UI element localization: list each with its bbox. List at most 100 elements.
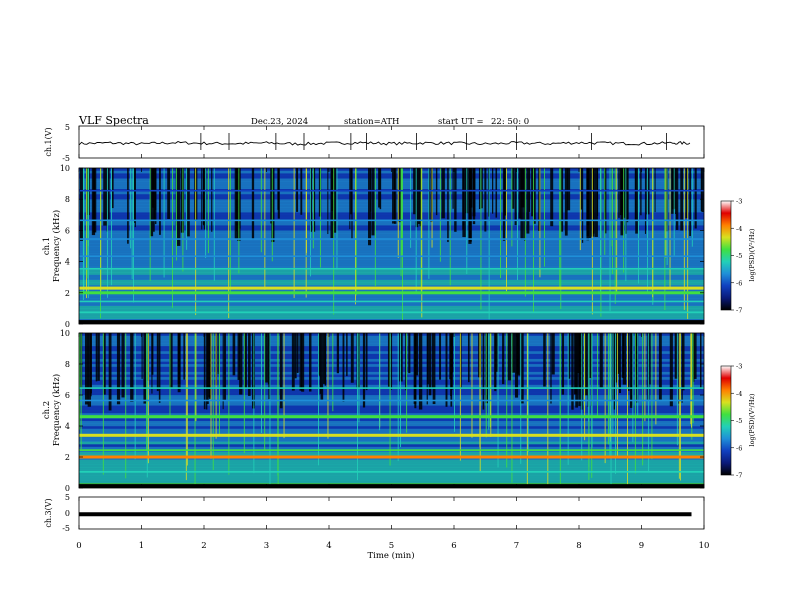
spectrogram-dark-column [331,168,334,211]
spectrogram-row [79,305,704,309]
spectrogram-dark-column [514,168,517,226]
spectrogram-row [79,308,704,312]
ch1-frequency-label: Frequency (kHz) [51,210,62,282]
spectrogram-dark-column [431,333,433,389]
spectrogram-sferic [679,333,681,481]
spectrogram-sferic [614,168,616,304]
spectrogram-dark-column [211,168,213,232]
spectrogram-dark-column [270,168,273,224]
spectrogram-dark-column [97,333,100,381]
spectrogram-row [79,282,704,286]
spectrogram-dark-column [237,333,240,380]
time-tick-label: 9 [639,541,644,551]
spectrogram-sferic [80,333,82,450]
spectrogram-sferic [212,333,214,471]
start-ut-label: start UT = [438,117,484,127]
colorbar-tick-label: -4 [736,225,742,233]
spectrogram-sferic [648,333,650,472]
ch1-ytick-top: 5 [65,123,70,132]
spectrogram-dark-column [202,168,205,225]
spectrogram-dark-column [622,168,626,218]
spectrogram-dark-column [503,168,507,216]
spectrogram-dark-column [251,168,255,240]
spectrogram-dark-column [159,168,161,235]
spectrogram-row [79,261,704,265]
spectrogram-dark-column [454,168,457,232]
freq-tick-label: 8 [65,360,70,369]
spectrogram-sferic [106,168,108,298]
spectrogram-sferic [687,168,689,320]
spectrogram-row [79,191,704,195]
spectrogram-sferic [134,333,136,460]
spectrogram-row [79,212,704,215]
spectrogram-row [79,402,704,406]
spectrogram-dark-column [153,168,156,222]
spectrogram-dark-column [681,333,683,403]
ch2-spectrogram-image [79,333,704,488]
spectrogram-dark-column [371,168,375,236]
spectrogram-sferic [400,333,401,448]
freq-tick-label: 8 [65,195,70,204]
spectrogram-sferic [652,168,654,298]
spectrogram-dark-column [239,333,243,395]
freq-tick-label: 0 [65,484,70,493]
spectrogram-sferic [567,333,569,465]
spectrogram-dark-column [103,333,106,395]
spectrogram-row [79,407,704,411]
spectrogram-dark-column [108,333,112,411]
spectrogram-dark-column [511,168,515,209]
spectrogram-sferic [146,333,148,478]
spectrogram-dark-column [635,333,638,388]
spectrogram-sferic [591,168,593,315]
spectrogram-sferic [402,168,403,322]
spectrogram-sferic [397,333,399,462]
spectrogram-row [79,194,704,197]
ch3-ytick-mid: 0 [65,509,70,518]
spectrogram-dark-column [484,168,487,232]
spectrogram-sferic [318,333,319,466]
spectrogram-dark-column [538,168,541,231]
spectrogram-dark-column [551,333,555,375]
spectrogram-row [79,220,704,223]
spectrogram-dark-column [180,168,184,233]
spectrogram-sferic [319,168,321,268]
spectrogram-dark-column [277,168,280,210]
spectrogram-sferic [488,333,490,430]
spectrogram-sferic [207,168,209,254]
spectrogram-sferic [130,168,132,249]
spectrogram-dark-column [578,333,582,388]
spectrogram-dark-column [186,168,190,237]
spectrogram-dark-column [478,168,481,210]
spectrogram-dark-column [248,333,251,396]
spectrogram-dark-column [445,333,448,407]
spectrogram-row [79,418,704,422]
spectrogram-sferic [195,333,197,422]
spectrogram-dark-column [658,333,662,400]
spectrogram-row [79,313,704,317]
spectrogram-dark-column [418,333,423,410]
spectrogram-sferic [609,333,611,458]
spectrogram-sferic [488,168,490,320]
spectrogram-row [79,199,704,202]
spectrogram-sferic [271,168,273,262]
ch1-colorbar-ticks: -3 -4 -5 -6 -7 [731,198,742,315]
spectrogram-dark-column [516,333,520,374]
spectrogram-sferic [169,333,171,417]
spectrogram-sferic [355,168,357,296]
spectrogram-sferic [637,333,639,417]
spectrogram-sferic [186,168,188,250]
spectrogram-dark-column [294,333,297,379]
spectrogram-sferic [597,333,599,418]
spectrogram-dark-column [368,168,372,246]
spectrogram-row [79,426,704,429]
ch2-spectrogram-yticks: 0 2 4 6 8 10 [60,329,704,493]
spectrogram-sferic [638,168,639,284]
spectrogram-sferic [147,333,149,464]
spectrogram-sferic [133,168,134,303]
spectrogram-row [79,444,704,447]
spectrogram-row [79,181,704,184]
spectrogram-dark-column [614,333,618,383]
spectrogram-sferic [439,168,441,262]
spectrogram-sferic [172,168,173,308]
